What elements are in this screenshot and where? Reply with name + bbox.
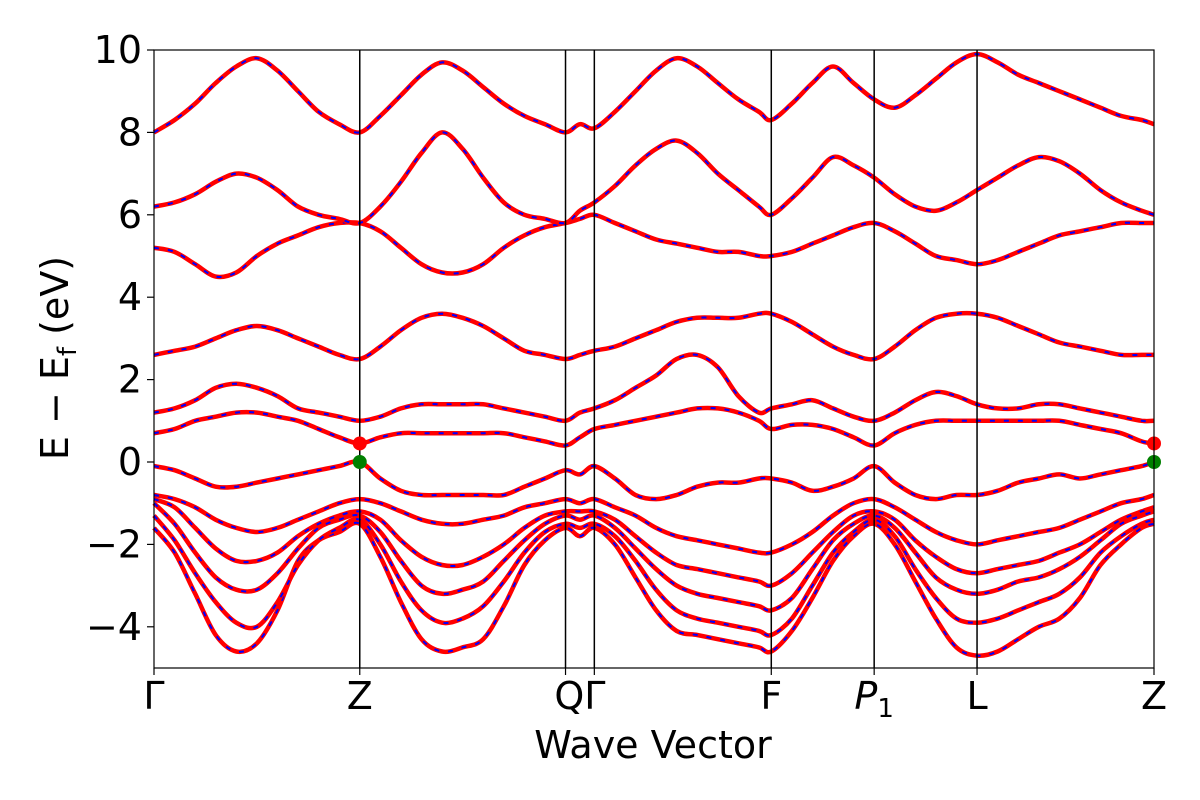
- x-tick-label: Γ: [143, 674, 164, 718]
- y-axis-label: E − Ef (eV): [33, 256, 83, 460]
- band-series-group: [152, 51, 1155, 658]
- band-line-dash-5: [153, 494, 1155, 555]
- y-axis-label-tail: (eV): [33, 256, 77, 347]
- band-line-dash-7: [153, 406, 1155, 447]
- x-tick-label: L: [966, 674, 987, 718]
- band-edge-markers-group: [352, 436, 1161, 469]
- y-tick-label: −2: [86, 522, 142, 566]
- y-axis-ticks: −4 −2 0 2 4 6 8 10: [86, 28, 154, 649]
- x-axis-ticks: Γ Z QΓ F P1 L Z: [143, 668, 1167, 724]
- band-line-dash-6: [153, 460, 1155, 501]
- band-edge-marker-1: [352, 436, 367, 451]
- y-tick-label: 10: [94, 28, 142, 72]
- band-line-6: [153, 459, 1155, 502]
- band-line-dash-11: [153, 131, 1155, 225]
- band-line-9: [153, 310, 1154, 362]
- band-line-11: [153, 130, 1155, 226]
- band-line-2: [152, 514, 1155, 638]
- x-tick-label: Z: [347, 674, 373, 718]
- band-line-dash-10: [153, 213, 1154, 279]
- y-axis-label-main: E − E: [33, 356, 77, 460]
- y-tick-label: 8: [118, 110, 142, 154]
- plot-frame: [153, 49, 1155, 669]
- band-line-4: [153, 496, 1155, 589]
- x-tick-label: F: [760, 674, 782, 718]
- y-tick-label: 6: [118, 193, 142, 237]
- band-line-7: [153, 405, 1155, 448]
- kpoint-lines-group: [359, 50, 978, 668]
- band-edge-marker-2: [352, 455, 367, 469]
- y-tick-label: 2: [118, 358, 142, 402]
- x-tick-label: Z: [1141, 674, 1167, 718]
- x-tick-label: P1: [854, 674, 893, 724]
- y-tick-label: 4: [118, 275, 142, 319]
- svg-text:E − Ef (eV): E − Ef (eV): [33, 256, 83, 460]
- band-line-3: [152, 501, 1155, 613]
- x-axis-label: Wave Vector: [534, 723, 772, 767]
- band-line-8: [153, 352, 1155, 424]
- band-line-dash-12: [153, 53, 1155, 134]
- y-tick-label: −4: [86, 605, 142, 649]
- band-line-dash-1: [153, 521, 1155, 657]
- band-line-dash-8: [153, 353, 1155, 423]
- band-line-10: [153, 212, 1154, 280]
- y-axis-label-sub: f: [53, 346, 83, 356]
- x-tick-label: QΓ: [554, 674, 605, 718]
- y-tick-label: 0: [118, 440, 142, 484]
